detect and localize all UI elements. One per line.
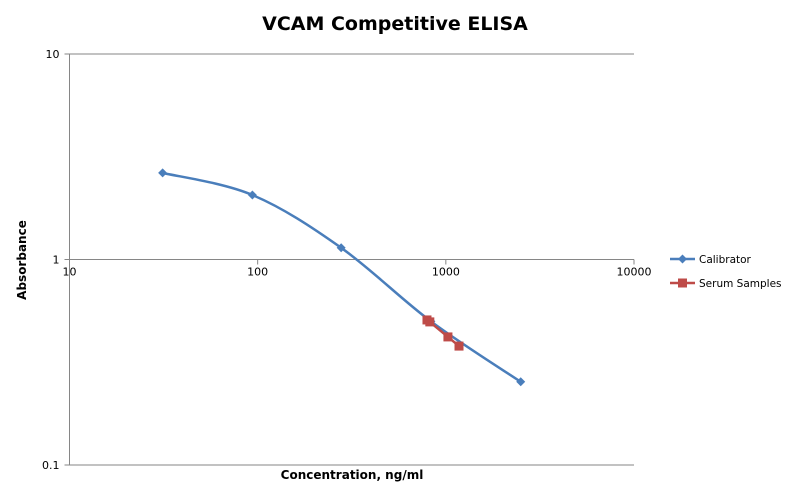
series-calibrator <box>158 168 526 387</box>
data-point <box>443 332 453 342</box>
y-axis-label: Absorbance <box>15 220 29 300</box>
data-point <box>425 317 435 327</box>
y-tick-label: 0.1 <box>42 459 60 472</box>
data-point <box>336 243 346 253</box>
x-tick-label: 1000 <box>432 266 460 279</box>
data-point <box>516 377 526 387</box>
legend-item: Calibrator <box>670 254 752 266</box>
x-tick-label: 10000 <box>617 266 652 279</box>
legend-label: Calibrator <box>699 254 752 266</box>
data-point <box>454 341 464 351</box>
data-point <box>158 168 168 178</box>
x-tick-label: 100 <box>247 266 268 279</box>
x-tick-label: 10 <box>63 266 77 279</box>
legend-marker <box>678 278 687 288</box>
y-tick-label: 10 <box>46 48 60 61</box>
x-axis-label: Concentration, ng/ml <box>281 468 424 482</box>
y-tick-label: 1 <box>53 254 60 267</box>
legend-marker <box>678 254 687 264</box>
series-line <box>162 171 522 383</box>
legend-label: Serum Samples <box>699 278 782 290</box>
chart-title: VCAM Competitive ELISA <box>262 13 528 35</box>
data-point <box>247 190 257 200</box>
series-serum-samples <box>422 315 464 351</box>
legend-item: Serum Samples <box>670 278 782 290</box>
